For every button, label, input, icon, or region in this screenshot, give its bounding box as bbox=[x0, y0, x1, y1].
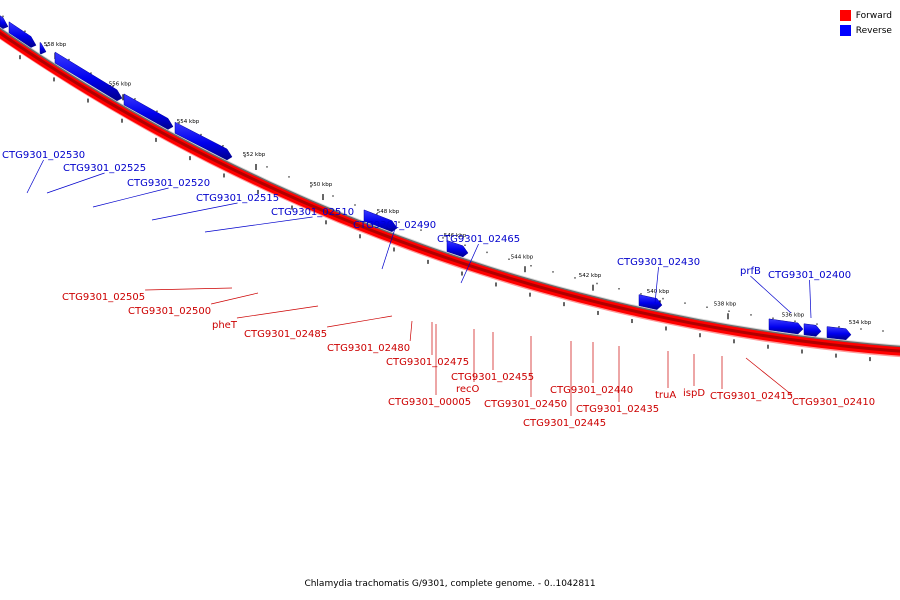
scale-label: 542 kbp bbox=[579, 273, 602, 279]
forward-gene-label: ispD bbox=[683, 388, 705, 399]
legend-reverse-label: Reverse bbox=[855, 25, 892, 36]
forward-gene-leader bbox=[745, 357, 793, 396]
forward-gene-label: CTG9301_02505 bbox=[62, 292, 145, 303]
scale-label: 538 kbp bbox=[714, 302, 737, 308]
reverse-gene-arrow bbox=[638, 294, 663, 310]
reverse-gene-leader bbox=[654, 266, 659, 304]
reverse-gene-arrow bbox=[803, 323, 822, 337]
reverse-gene-arrow bbox=[826, 326, 852, 340]
scale-label: 548 kbp bbox=[377, 209, 400, 215]
reverse-gene-label: CTG9301_02530 bbox=[2, 150, 85, 161]
reverse-swatch bbox=[839, 25, 851, 36]
reverse-gene-arrow bbox=[54, 51, 123, 102]
reverse-gene-leader bbox=[460, 243, 479, 284]
reverse-gene-label: prfB bbox=[740, 266, 761, 277]
legend: Forward Reverse bbox=[839, 8, 892, 38]
forward-gene-leader bbox=[409, 320, 413, 342]
reverse-gene-leader bbox=[46, 172, 105, 194]
reverse-gene-leader bbox=[750, 275, 792, 314]
reverse-gene-leader bbox=[26, 159, 44, 194]
forward-gene-label: CTG9301_02485 bbox=[244, 329, 327, 340]
forward-gene-label: CTG9301_02410 bbox=[792, 397, 875, 408]
forward-gene-leader bbox=[236, 305, 319, 319]
scale-label: 554 kbp bbox=[177, 119, 200, 125]
legend-forward-label: Forward bbox=[855, 10, 892, 21]
scale-label: 540 kbp bbox=[647, 289, 670, 295]
forward-gene-label: pheT bbox=[212, 320, 238, 331]
reverse-gene-leader bbox=[204, 216, 313, 233]
forward-gene-leader bbox=[327, 315, 393, 328]
forward-gene-label: CTG9301_00005 bbox=[388, 397, 471, 408]
gene-labels: CTG9301_02530 CTG9301_02525 CTG9301_02520 C… bbox=[2, 150, 875, 429]
forward-strand bbox=[0, 27, 900, 356]
forward-gene-label: truA bbox=[655, 390, 676, 401]
reverse-gene-arrow bbox=[363, 209, 398, 232]
scale-label: 546 kbp bbox=[444, 233, 467, 239]
forward-gene-label: CTG9301_02415 bbox=[710, 391, 793, 402]
forward-gene-label: CTG9301_02480 bbox=[327, 343, 410, 354]
scale-label: 556 kbp bbox=[109, 82, 132, 88]
reverse-gene-label: CTG9301_02465 bbox=[437, 234, 520, 245]
scale-label: 558 kbp bbox=[44, 42, 67, 48]
forward-strand-core bbox=[0, 31, 900, 353]
reverse-gene-label: CTG9301_02490 bbox=[353, 220, 436, 231]
forward-gene-label: recO bbox=[456, 384, 480, 395]
genome-track bbox=[0, 26, 900, 358]
legend-reverse: Reverse bbox=[839, 23, 892, 38]
scale-label: 536 kbp bbox=[782, 312, 805, 318]
forward-gene-label: CTG9301_02500 bbox=[128, 306, 211, 317]
reverse-gene-arrow bbox=[8, 21, 37, 48]
legend-forward: Forward bbox=[839, 8, 892, 23]
reverse-gene-label: CTG9301_02510 bbox=[271, 207, 354, 218]
forward-gene-label: CTG9301_02450 bbox=[484, 399, 567, 410]
reverse-gene-arrow bbox=[39, 41, 47, 55]
forward-gene-label: CTG9301_02445 bbox=[523, 418, 606, 429]
reverse-gene-arrow bbox=[446, 240, 469, 258]
forward-gene-leader bbox=[145, 287, 233, 291]
reverse-gene-label: CTG9301_02515 bbox=[196, 193, 279, 204]
reverse-gene-label: CTG9301_02400 bbox=[768, 270, 851, 281]
reverse-gene-leader bbox=[381, 229, 395, 270]
reverse-gene-arrow bbox=[174, 121, 233, 161]
reverse-gene-label: CTG9301_02520 bbox=[127, 178, 210, 189]
reverse-gene-label: CTG9301_02525 bbox=[63, 163, 146, 174]
reverse-gene-leader bbox=[151, 202, 238, 221]
reverse-gene-arrow bbox=[123, 93, 174, 130]
scale-label: 552 kbp bbox=[243, 152, 266, 158]
reverse-strand bbox=[0, 27, 900, 348]
reverse-gene-arrow bbox=[768, 318, 804, 335]
forward-swatch bbox=[839, 10, 851, 21]
scale-label: 550 kbp bbox=[310, 182, 333, 188]
reverse-gene-arrow bbox=[0, 15, 9, 29]
reverse-strand-shadow bbox=[0, 26, 900, 347]
scale-ticks: 558 kbp 556 kbp 554 kbp 552 kbp 550 kbp 548 k… bbox=[2, 15, 884, 362]
reverse-gene-leader bbox=[809, 279, 812, 319]
reverse-gene-label: CTG9301_02430 bbox=[617, 257, 700, 268]
scale-label: 534 kbp bbox=[849, 320, 872, 326]
forward-gene-label: CTG9301_02435 bbox=[576, 404, 659, 415]
forward-gene-leader bbox=[211, 292, 259, 305]
forward-gene-label: CTG9301_02440 bbox=[550, 385, 633, 396]
scale-label: 544 kbp bbox=[511, 254, 534, 260]
reverse-gene-leader bbox=[92, 187, 169, 208]
forward-gene-label: CTG9301_02455 bbox=[451, 372, 534, 383]
genome-caption: Chlamydia trachomatis G/9301, complete g… bbox=[304, 579, 596, 589]
reverse-gene-arrows bbox=[0, 15, 852, 340]
forward-gene-label: CTG9301_02475 bbox=[386, 357, 469, 368]
